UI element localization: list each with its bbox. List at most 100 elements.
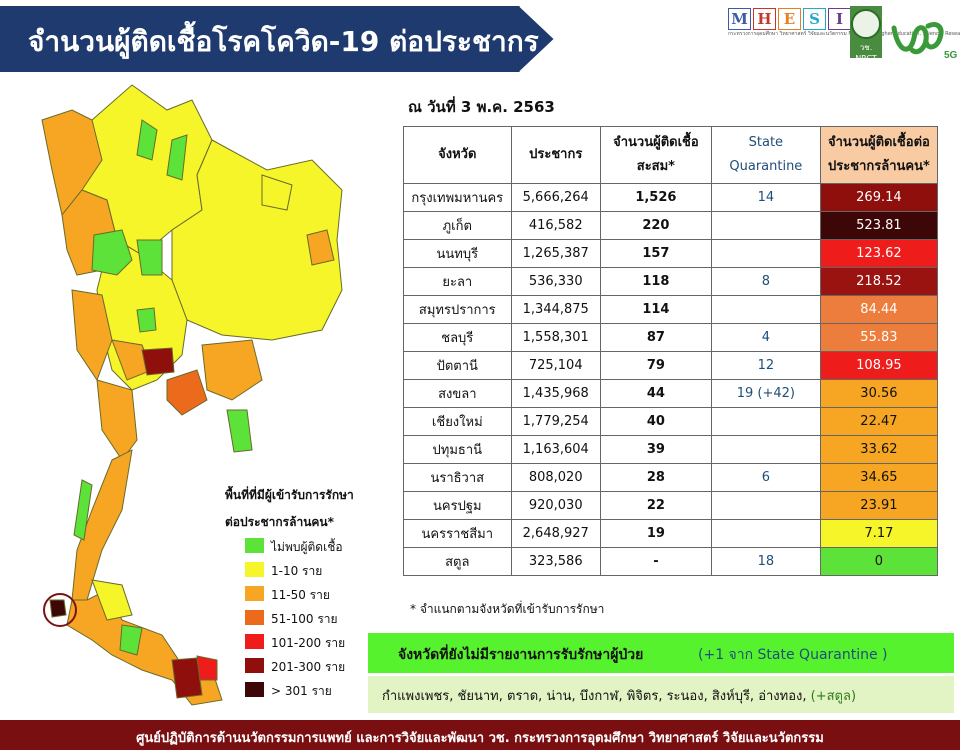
cell-cases: 40 bbox=[599, 407, 712, 436]
cell-state-quarantine bbox=[710, 435, 821, 464]
legend-label: 51-100 ราย bbox=[271, 612, 338, 626]
nrct-label: วช. NRCT bbox=[855, 43, 877, 63]
fiveg-label: 5G bbox=[944, 50, 958, 60]
mhesi-letter: E bbox=[778, 8, 801, 30]
map-province-orange-ne bbox=[306, 229, 335, 266]
footer-bar: ศูนย์ปฏิบัติการด้านนวัตกรรมการแพทย์ และก… bbox=[0, 720, 960, 750]
phuket-highlight-circle bbox=[43, 593, 77, 627]
no-report-provinces-box: กำแพงเพชร, ชัยนาท, ตราด, น่าน, บึงกาฬ, พ… bbox=[368, 676, 954, 713]
table-row: ภูเก็ต 416,582 220 523.81 bbox=[403, 211, 939, 240]
cell-cases: 22 bbox=[599, 491, 712, 520]
cell-population: 1,435,968 bbox=[510, 379, 601, 408]
table-row: สมุทรปราการ 1,344,875 114 84.44 bbox=[403, 295, 939, 324]
cell-cases: 157 bbox=[599, 239, 712, 268]
cell-population: 1,344,875 bbox=[510, 295, 601, 324]
map-province-chonburi bbox=[166, 369, 208, 416]
cell-population: 2,648,927 bbox=[510, 519, 601, 548]
fiveg-logo-icon: 5G bbox=[891, 22, 958, 60]
cell-population: 808,020 bbox=[510, 463, 601, 492]
table-row: สตูล 323,586-18 0 bbox=[403, 547, 939, 576]
header-province: จังหวัด bbox=[403, 126, 512, 184]
cell-rate: 22.47 bbox=[819, 407, 939, 436]
cell-rate: 84.44 bbox=[819, 295, 939, 324]
table-row: นครปฐม 920,030 22 23.91 bbox=[403, 491, 939, 520]
map-province-tak bbox=[71, 289, 113, 382]
legend-label: 201-300 ราย bbox=[271, 660, 346, 674]
no-report-provinces: กำแพงเพชร, ชัยนาท, ตราด, น่าน, บึงกาฬ, พ… bbox=[382, 689, 807, 704]
table-body: กรุงเทพมหานคร 5,666,264 1,526 14 269.14 ภูเก็… bbox=[403, 183, 939, 576]
header-banner: จำนวนผู้ติดเชื้อโรคโควิด-19 ต่อประชากร bbox=[0, 6, 555, 72]
legend-swatch bbox=[245, 562, 264, 577]
cell-population: 725,104 bbox=[510, 351, 601, 380]
mhesi-logo: M H E S I bbox=[728, 8, 851, 30]
banner-shape bbox=[0, 6, 555, 72]
legend-swatch bbox=[245, 658, 264, 673]
map-northeast bbox=[171, 139, 343, 341]
logo-area: M H E S I กระทรวงการอุดมศึกษา วิทยาศาสตร… bbox=[728, 6, 960, 63]
header-state-quarantine: State Quarantine bbox=[710, 126, 821, 184]
footnote: * จำแนกตามจังหวัดที่เข้ารับการรักษา bbox=[410, 602, 605, 616]
header-cases-line2: สะสม* bbox=[636, 159, 675, 174]
legend-title-line2: ต่อประชากรล้านคน* bbox=[225, 515, 334, 529]
legend-swatch bbox=[245, 682, 264, 697]
cell-province: ยะลา bbox=[403, 267, 512, 296]
page-title: จำนวนผู้ติดเชื้อโรคโควิด-19 ต่อประชากร bbox=[28, 25, 539, 58]
cell-rate: 123.62 bbox=[819, 239, 939, 268]
cell-population: 323,586 bbox=[510, 547, 601, 576]
map-province-phuket bbox=[49, 599, 67, 618]
legend-title-line1: พื้นที่ที่มีผู้เข้ารับการรักษา bbox=[225, 488, 354, 502]
cell-state-quarantine: 18 bbox=[710, 547, 821, 576]
cases-table: จังหวัด ประชากร จำนวนผู้ติดเชื้อ สะสม* S… bbox=[403, 126, 939, 576]
cell-province: สมุทรปราการ bbox=[403, 295, 512, 324]
cell-state-quarantine bbox=[710, 407, 821, 436]
table-row: นราธิวาส 808,020 28 6 34.65 bbox=[403, 463, 939, 492]
header-cases: จำนวนผู้ติดเชื้อ สะสม* bbox=[599, 126, 712, 184]
cell-population: 5,666,264 bbox=[510, 183, 601, 212]
no-report-extra: (+สตูล) bbox=[810, 689, 857, 704]
mhesi-letter: H bbox=[753, 8, 776, 30]
cell-province: ภูเก็ต bbox=[403, 211, 512, 240]
cell-rate: 34.65 bbox=[819, 463, 939, 492]
table-row: ชลบุรี 1,558,301 87 4 55.83 bbox=[403, 323, 939, 352]
table-row: นนทบุรี 1,265,387 157 123.62 bbox=[403, 239, 939, 268]
cell-cases: 114 bbox=[599, 295, 712, 324]
cell-province: นราธิวาส bbox=[403, 463, 512, 492]
cell-population: 536,330 bbox=[510, 267, 601, 296]
table-row: เชียงใหม่ 1,779,254 40 22.47 bbox=[403, 407, 939, 436]
map-province-green-west bbox=[91, 229, 133, 276]
cell-province: เชียงใหม่ bbox=[403, 407, 512, 436]
cell-rate: 7.17 bbox=[819, 519, 939, 548]
cell-province: นครปฐม bbox=[403, 491, 512, 520]
cell-rate: 0 bbox=[819, 547, 939, 576]
cell-state-quarantine bbox=[710, 211, 821, 240]
cell-cases: 28 bbox=[599, 463, 712, 492]
nrct-seal-icon bbox=[851, 9, 881, 39]
map-province-bangkok bbox=[141, 347, 175, 376]
legend-swatch bbox=[245, 586, 264, 601]
map-province-pattani bbox=[196, 655, 218, 681]
mhesi-letter: S bbox=[803, 8, 826, 30]
cell-cases: 1,526 bbox=[599, 183, 712, 212]
cell-state-quarantine: 4 bbox=[710, 323, 821, 352]
map-province-ranong bbox=[73, 479, 93, 541]
cell-rate: 108.95 bbox=[819, 351, 939, 380]
cell-province: ปทุมธานี bbox=[403, 435, 512, 464]
cell-state-quarantine: 12 bbox=[710, 351, 821, 380]
cell-cases: 19 bbox=[599, 519, 712, 548]
table-header-row: จังหวัด ประชากร จำนวนผู้ติดเชื้อ สะสม* S… bbox=[403, 126, 939, 184]
legend-label: > 301 ราย bbox=[271, 684, 332, 698]
cell-state-quarantine: 14 bbox=[710, 183, 821, 212]
cell-state-quarantine: 8 bbox=[710, 267, 821, 296]
cell-population: 1,558,301 bbox=[510, 323, 601, 352]
cell-cases: 220 bbox=[599, 211, 712, 240]
mhesi-letter: I bbox=[828, 8, 851, 30]
mhesi-subtitle: กระทรวงการอุดมศึกษา วิทยาศาสตร์ วิจัยและ… bbox=[728, 31, 960, 37]
cell-cases: - bbox=[599, 547, 712, 576]
cell-province: นนทบุรี bbox=[403, 239, 512, 268]
cell-province: สงขลา bbox=[403, 379, 512, 408]
legend-swatch bbox=[245, 634, 264, 649]
map-province-satun bbox=[119, 624, 143, 656]
map-province-yala bbox=[171, 657, 203, 699]
cell-state-quarantine bbox=[710, 239, 821, 268]
cell-province: นครราชสีมา bbox=[403, 519, 512, 548]
